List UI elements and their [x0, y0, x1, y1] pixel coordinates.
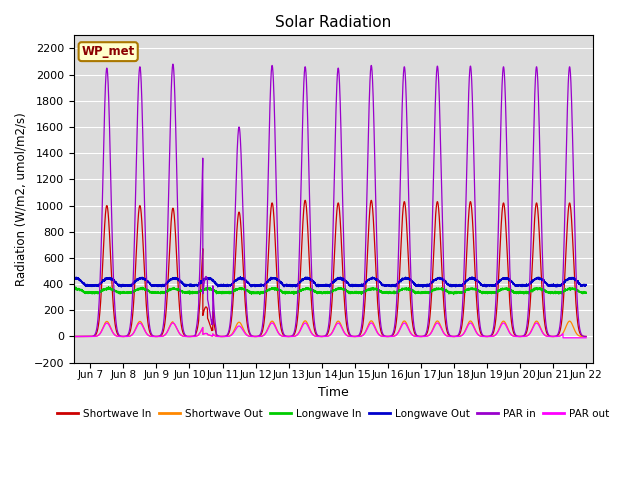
Legend: Shortwave In, Shortwave Out, Longwave In, Longwave Out, PAR in, PAR out: Shortwave In, Shortwave Out, Longwave In… [53, 405, 614, 423]
Y-axis label: Radiation (W/m2, umol/m2/s): Radiation (W/m2, umol/m2/s) [15, 112, 28, 286]
Text: WP_met: WP_met [81, 45, 135, 58]
X-axis label: Time: Time [318, 386, 349, 399]
Title: Solar Radiation: Solar Radiation [275, 15, 392, 30]
